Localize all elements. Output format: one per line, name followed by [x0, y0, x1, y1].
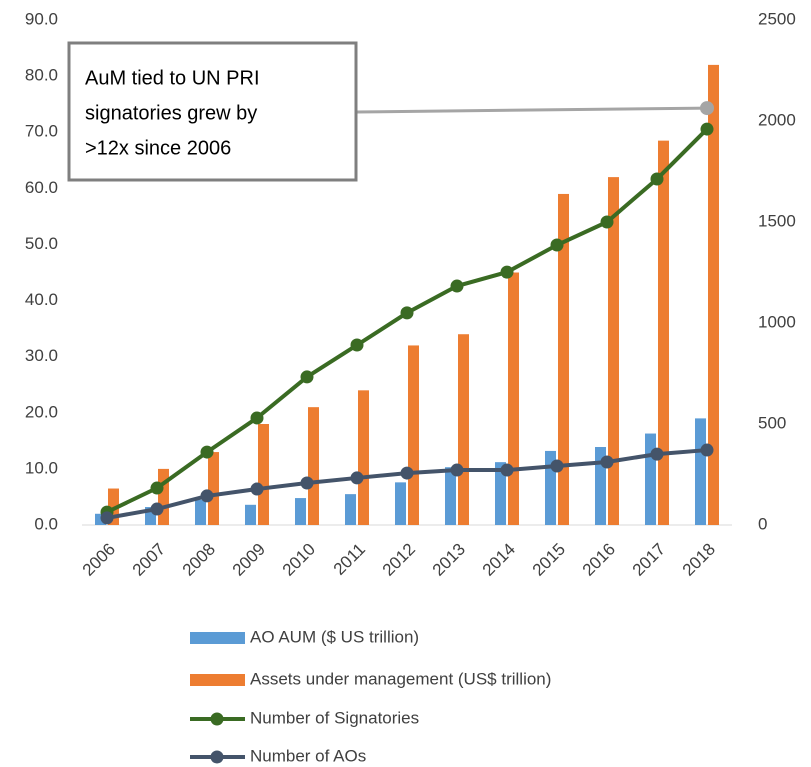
- line-marker: [100, 511, 114, 525]
- x-tick-label: 2007: [129, 540, 169, 580]
- legend-swatch: [210, 712, 224, 726]
- y-tick-label: 20.0: [25, 402, 58, 421]
- bar: [645, 433, 656, 525]
- x-tick-label: 2017: [629, 540, 669, 580]
- y2-tick-label: 0: [758, 514, 767, 533]
- line-marker: [300, 370, 314, 384]
- bar: [608, 177, 619, 525]
- legend-swatch: [210, 750, 224, 764]
- y-tick-label: 80.0: [25, 66, 58, 85]
- bar: [95, 513, 106, 525]
- bar: [695, 418, 706, 525]
- line-marker: [350, 471, 364, 485]
- line-marker: [300, 476, 314, 490]
- y2-tick-label: 500: [758, 413, 786, 432]
- bar: [345, 494, 356, 525]
- x-tick-label: 2018: [679, 540, 719, 580]
- bar: [195, 499, 206, 525]
- legend-swatch: [190, 632, 245, 644]
- annotation-text: signatories grew by: [85, 102, 257, 124]
- line-marker: [500, 265, 514, 279]
- y-tick-label: 90.0: [25, 9, 58, 28]
- bar: [145, 507, 156, 525]
- line-marker: [450, 279, 464, 293]
- y2-tick-label: 2000: [758, 110, 796, 129]
- x-tick-label: 2016: [579, 540, 619, 580]
- bar: [445, 467, 456, 525]
- annotation-leader: [355, 106, 708, 114]
- x-tick-label: 2013: [429, 540, 469, 580]
- y2-tick-label: 1500: [758, 211, 796, 230]
- x-tick-label: 2010: [279, 540, 319, 580]
- y-tick-label: 50.0: [25, 234, 58, 253]
- bar: [595, 447, 606, 525]
- bar: [358, 390, 369, 525]
- x-tick-label: 2008: [179, 540, 219, 580]
- bar: [458, 334, 469, 525]
- bar: [308, 407, 319, 525]
- x-tick-label: 2011: [330, 540, 369, 579]
- annotation-box: [67, 41, 358, 182]
- line-marker: [700, 122, 714, 136]
- y-tick-label: 0.0: [34, 514, 58, 533]
- line-marker: [600, 455, 614, 469]
- line-marker: [550, 459, 564, 473]
- x-tick-label: 2015: [529, 540, 569, 580]
- bar: [558, 193, 569, 525]
- y2-tick-label: 1000: [758, 312, 796, 331]
- bar: [408, 345, 419, 525]
- x-tick-label: 2012: [379, 540, 419, 580]
- bar: [708, 64, 719, 525]
- bar: [395, 482, 406, 525]
- bar: [245, 504, 256, 525]
- line-marker: [550, 238, 564, 252]
- y-tick-label: 60.0: [25, 178, 58, 197]
- y-tick-label: 10.0: [25, 458, 58, 477]
- line-marker: [400, 306, 414, 320]
- y-tick-label: 40.0: [25, 290, 58, 309]
- x-tick-label: 2009: [229, 540, 269, 580]
- bar: [658, 140, 669, 525]
- x-tick-label: 2006: [79, 540, 119, 580]
- line-marker: [500, 463, 514, 477]
- bar: [258, 424, 269, 525]
- line-marker: [200, 489, 214, 503]
- bar: [495, 462, 506, 525]
- line-marker: [650, 172, 664, 186]
- bar: [508, 272, 519, 525]
- bar: [208, 452, 219, 525]
- line-marker: [250, 411, 264, 425]
- legend-label: AO AUM ($ US trillion): [250, 627, 419, 646]
- annotation-text: AuM tied to UN PRI: [85, 67, 260, 89]
- annotation-text: >12x since 2006: [85, 137, 231, 159]
- x-tick-label: 2014: [479, 540, 519, 580]
- legend-swatch: [190, 674, 245, 686]
- y-tick-label: 70.0: [25, 122, 58, 141]
- line-marker: [150, 502, 164, 516]
- line-marker: [650, 447, 664, 461]
- line-marker: [200, 445, 214, 459]
- line-marker: [450, 463, 464, 477]
- line-marker: [250, 482, 264, 496]
- legend-label: Number of AOs: [250, 746, 366, 765]
- bar: [295, 498, 306, 525]
- line-marker: [700, 443, 714, 457]
- line-marker: [600, 215, 614, 229]
- y-tick-label: 30.0: [25, 346, 58, 365]
- legend-label: Assets under management (US$ trillion): [250, 669, 551, 688]
- annotation-marker: [700, 101, 714, 116]
- line-marker: [350, 338, 364, 352]
- legend-label: Number of Signatories: [250, 708, 419, 727]
- bar: [158, 468, 169, 525]
- line-marker: [400, 466, 414, 480]
- bar: [545, 450, 556, 525]
- y2-tick-label: 2500: [758, 9, 796, 28]
- line-marker: [150, 481, 164, 495]
